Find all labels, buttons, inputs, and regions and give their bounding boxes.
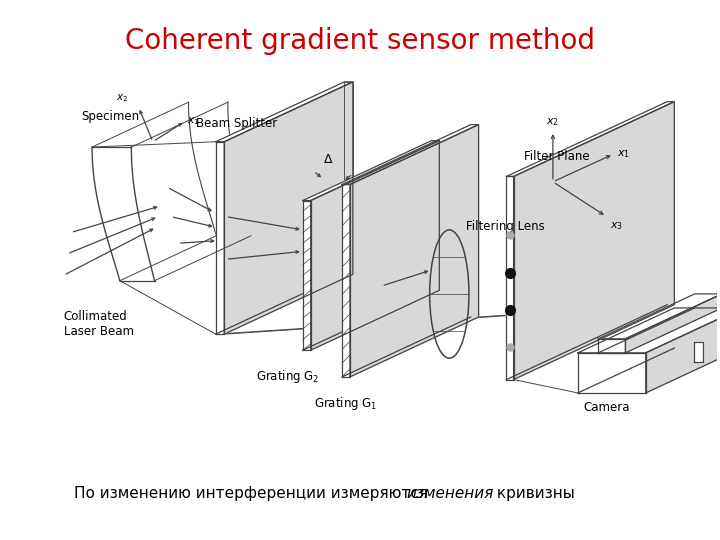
Text: $\Delta$: $\Delta$ [323,153,333,166]
Polygon shape [303,200,311,350]
Text: Collimated
Laser Beam: Collimated Laser Beam [63,310,133,338]
Polygon shape [216,141,224,334]
Polygon shape [646,308,720,393]
Polygon shape [216,82,353,141]
Polygon shape [578,308,720,353]
Text: Specimen: Specimen [81,110,140,123]
Text: $x_2$: $x_2$ [115,92,128,104]
Polygon shape [311,140,439,350]
Text: $x_1$: $x_1$ [617,148,630,160]
Text: По изменению интерференции измеряются: По изменению интерференции измеряются [74,486,433,501]
Text: Coherent gradient sensor method: Coherent gradient sensor method [125,27,595,55]
Polygon shape [342,125,479,185]
Text: Filtering Lens: Filtering Lens [466,220,544,233]
Text: изменения: изменения [406,486,494,501]
Polygon shape [506,102,675,177]
Polygon shape [578,353,646,393]
Text: Beam Splitter: Beam Splitter [196,117,277,130]
Polygon shape [224,82,353,334]
Polygon shape [506,177,513,380]
Text: Filter Plane: Filter Plane [524,150,590,163]
Text: Grating G$_1$: Grating G$_1$ [314,395,377,411]
Polygon shape [598,339,626,353]
Text: Grating G$_2$: Grating G$_2$ [256,368,320,385]
Polygon shape [513,102,675,380]
Polygon shape [350,125,479,377]
Polygon shape [626,294,720,353]
Polygon shape [303,140,439,200]
Text: $x_1$: $x_1$ [187,116,199,127]
Polygon shape [342,185,350,377]
Text: Camera: Camera [583,401,630,414]
Text: $x_2$: $x_2$ [546,117,559,129]
Text: кривизны: кривизны [492,486,575,501]
Polygon shape [694,342,703,362]
Text: $x_3$: $x_3$ [610,220,624,232]
Polygon shape [598,294,720,339]
